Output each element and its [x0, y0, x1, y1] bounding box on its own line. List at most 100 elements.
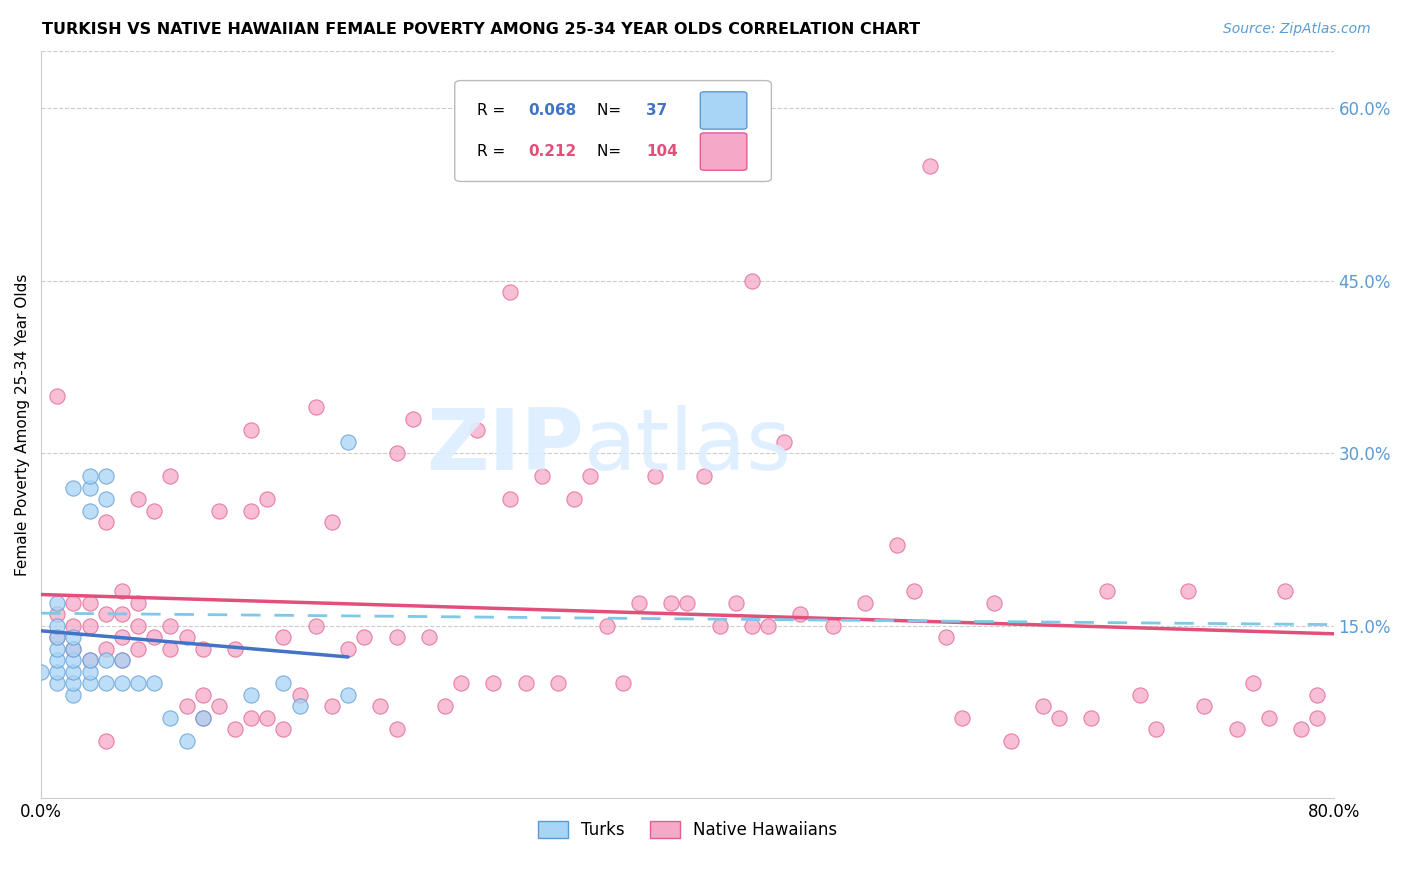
Point: [821, 618, 844, 632]
Point: [853, 596, 876, 610]
Point: [418, 630, 440, 644]
Point: [1097, 584, 1119, 599]
Point: [1194, 699, 1216, 714]
Point: [191, 711, 214, 725]
Legend: Turks, Native Hawaiians: Turks, Native Hawaiians: [531, 814, 844, 846]
Point: [208, 503, 231, 517]
Point: [1047, 711, 1070, 725]
Point: [773, 434, 796, 449]
Point: [111, 630, 134, 644]
Point: [741, 618, 763, 632]
Point: [46, 607, 69, 622]
Point: [94, 641, 117, 656]
Point: [273, 722, 295, 736]
Point: [482, 676, 505, 690]
Point: [111, 584, 134, 599]
Point: [62, 676, 84, 690]
Point: [46, 630, 69, 644]
Point: [935, 630, 957, 644]
Point: [1032, 699, 1054, 714]
Point: [159, 469, 181, 483]
Point: [983, 596, 1005, 610]
Point: [337, 641, 360, 656]
Point: [127, 618, 149, 632]
Point: [659, 596, 682, 610]
Point: [1177, 584, 1199, 599]
Text: R =: R =: [477, 145, 510, 159]
Point: [886, 538, 908, 552]
Point: [288, 688, 311, 702]
Point: [498, 285, 520, 300]
Point: [756, 618, 779, 632]
Point: [62, 665, 84, 679]
Point: [46, 389, 69, 403]
Point: [224, 722, 246, 736]
FancyBboxPatch shape: [454, 80, 772, 181]
Text: R =: R =: [477, 103, 510, 118]
Point: [46, 676, 69, 690]
Point: [273, 676, 295, 690]
Point: [79, 665, 101, 679]
Point: [562, 492, 585, 507]
Point: [79, 503, 101, 517]
Point: [1274, 584, 1296, 599]
Point: [176, 733, 198, 747]
Point: [1226, 722, 1249, 736]
Point: [385, 722, 408, 736]
Point: [127, 641, 149, 656]
Point: [385, 446, 408, 460]
Point: [724, 596, 747, 610]
Point: [62, 630, 84, 644]
Point: [30, 665, 52, 679]
Point: [1241, 676, 1264, 690]
Point: [321, 515, 343, 529]
Point: [62, 641, 84, 656]
Point: [79, 676, 101, 690]
Point: [903, 584, 925, 599]
Point: [515, 676, 537, 690]
Text: Source: ZipAtlas.com: Source: ZipAtlas.com: [1223, 22, 1371, 37]
Point: [143, 630, 166, 644]
Point: [1306, 688, 1329, 702]
Point: [127, 596, 149, 610]
Point: [305, 618, 328, 632]
Point: [1129, 688, 1152, 702]
Point: [627, 596, 650, 610]
Point: [467, 423, 489, 437]
Point: [94, 607, 117, 622]
Point: [305, 400, 328, 414]
Point: [79, 653, 101, 667]
Point: [579, 469, 602, 483]
Point: [79, 481, 101, 495]
Point: [434, 699, 457, 714]
Point: [79, 596, 101, 610]
Point: [111, 676, 134, 690]
Point: [498, 492, 520, 507]
Point: [176, 630, 198, 644]
Point: [159, 641, 181, 656]
Point: [530, 469, 553, 483]
Point: [62, 618, 84, 632]
Point: [79, 618, 101, 632]
Point: [46, 618, 69, 632]
Point: [918, 159, 941, 173]
Point: [79, 469, 101, 483]
Text: TURKISH VS NATIVE HAWAIIAN FEMALE POVERTY AMONG 25-34 YEAR OLDS CORRELATION CHAR: TURKISH VS NATIVE HAWAIIAN FEMALE POVERT…: [42, 22, 921, 37]
Point: [111, 653, 134, 667]
Point: [94, 469, 117, 483]
Point: [94, 676, 117, 690]
Point: [240, 711, 263, 725]
Point: [337, 434, 360, 449]
Point: [337, 688, 360, 702]
Text: 0.212: 0.212: [529, 145, 576, 159]
Point: [62, 641, 84, 656]
Text: N=: N=: [598, 103, 626, 118]
Point: [94, 492, 117, 507]
Point: [159, 711, 181, 725]
Point: [176, 699, 198, 714]
Point: [191, 711, 214, 725]
Point: [94, 515, 117, 529]
FancyBboxPatch shape: [700, 92, 747, 129]
Point: [94, 733, 117, 747]
Point: [385, 630, 408, 644]
